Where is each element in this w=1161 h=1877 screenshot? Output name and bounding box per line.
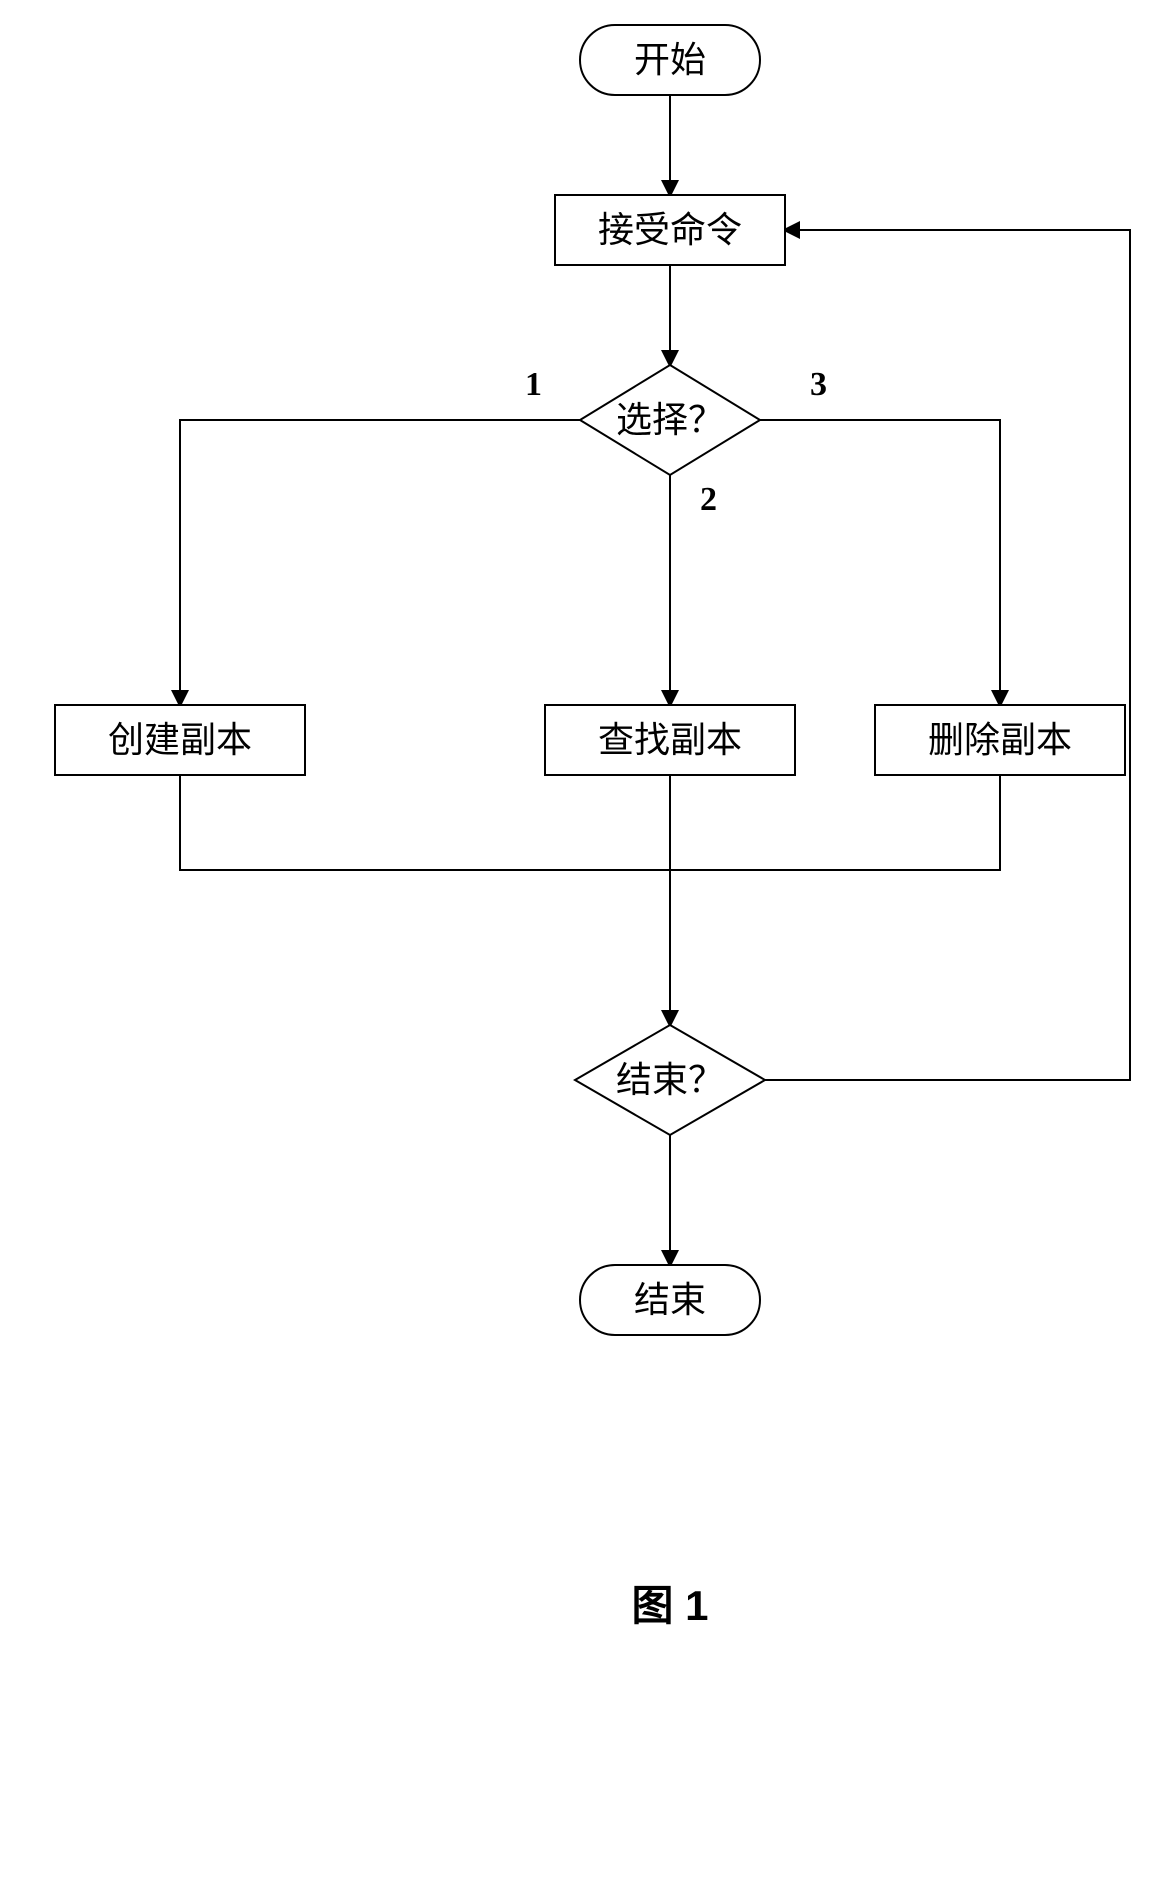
node-choose: 选择？ <box>580 365 760 475</box>
edge-choose-delete <box>760 420 1000 705</box>
svg-text:结束: 结束 <box>634 1280 706 1320</box>
svg-text:删除副本: 删除副本 <box>928 720 1072 760</box>
edge-delete-merge <box>670 775 1000 870</box>
svg-text:开始: 开始 <box>634 40 706 80</box>
node-end-question: 结束？ <box>575 1025 765 1135</box>
figure-caption: 图 1 <box>631 1582 708 1629</box>
flowchart-svg: 1 2 3 开始 接受命令 选择？ 创建副本 查找副本 删除副本 结束？ 结束 <box>0 0 1161 1877</box>
svg-text:结束？: 结束？ <box>616 1060 724 1100</box>
node-accept: 接受命令 <box>555 195 785 265</box>
edge-label-2: 2 <box>700 481 717 518</box>
svg-text:接受命令: 接受命令 <box>598 210 742 250</box>
edge-endq-loop <box>765 230 1130 1080</box>
node-start: 开始 <box>580 25 760 95</box>
edge-label-3: 3 <box>810 366 827 403</box>
node-find: 查找副本 <box>545 705 795 775</box>
edge-choose-create <box>180 420 580 705</box>
edge-create-merge <box>180 775 670 870</box>
svg-text:创建副本: 创建副本 <box>108 720 252 760</box>
svg-text:查找副本: 查找副本 <box>598 720 742 760</box>
svg-text:选择？: 选择？ <box>616 400 724 440</box>
edge-label-1: 1 <box>525 366 542 403</box>
node-delete: 删除副本 <box>875 705 1125 775</box>
node-create: 创建副本 <box>55 705 305 775</box>
node-end: 结束 <box>580 1265 760 1335</box>
